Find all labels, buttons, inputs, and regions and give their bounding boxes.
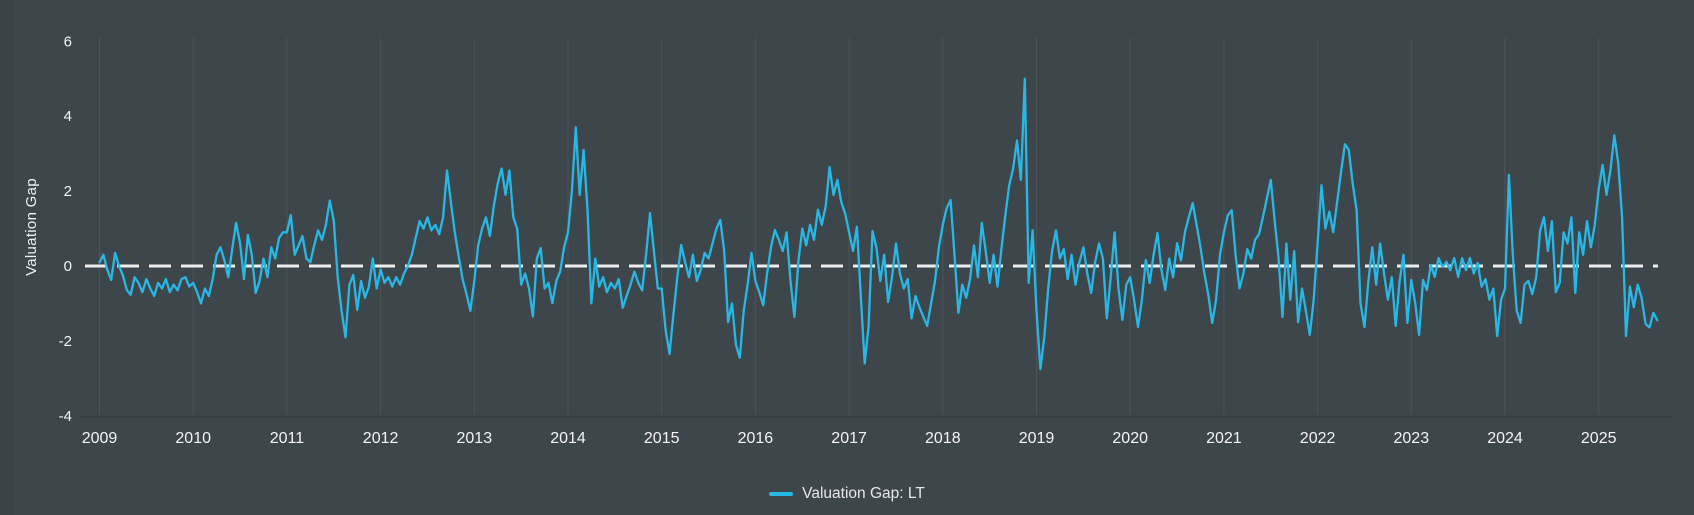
x-tick-2015: 2015 — [644, 430, 680, 447]
x-tick-2009: 2009 — [82, 430, 118, 447]
x-tick-2017: 2017 — [831, 430, 867, 447]
x-tick-2024: 2024 — [1487, 430, 1523, 447]
x-tick-2016: 2016 — [738, 430, 774, 447]
x-tick-2013: 2013 — [457, 430, 493, 447]
axis-labels: Valuation Gap 2009 2010 2011 2012 2013 2014 20… — [23, 33, 1617, 447]
y-tick--4: -4 — [59, 408, 72, 425]
series-line-valuation-gap-lt[interactable] — [98, 77, 1659, 371]
x-tick-2021: 2021 — [1206, 430, 1242, 447]
x-tick-2025: 2025 — [1581, 430, 1617, 447]
x-tick-2014: 2014 — [550, 430, 586, 447]
x-tick-2011: 2011 — [270, 430, 305, 447]
y-tick--2: -2 — [59, 333, 72, 350]
y-tick-0: 0 — [64, 258, 72, 275]
y-tick-4: 4 — [64, 108, 72, 125]
x-tick-2023: 2023 — [1394, 430, 1430, 447]
x-tick-2010: 2010 — [175, 430, 211, 447]
legend-item-valuation-gap-lt[interactable]: Valuation Gap: LT — [769, 485, 925, 503]
x-tick-2019: 2019 — [1019, 430, 1055, 447]
legend-line-swatch — [769, 492, 794, 496]
y-tick-2: 2 — [64, 183, 72, 200]
y-tick-6: 6 — [64, 33, 72, 50]
y-axis-title: Valuation Gap — [23, 178, 40, 276]
panel-left-edge — [0, 0, 13, 515]
series-lines — [98, 77, 1659, 371]
x-tick-2022: 2022 — [1300, 430, 1336, 447]
x-tick-2012: 2012 — [363, 430, 399, 447]
x-tick-2020: 2020 — [1112, 430, 1148, 447]
legend: Valuation Gap: LT — [0, 483, 1694, 505]
legend-label: Valuation Gap: LT — [802, 485, 925, 502]
x-tick-2018: 2018 — [925, 430, 961, 447]
